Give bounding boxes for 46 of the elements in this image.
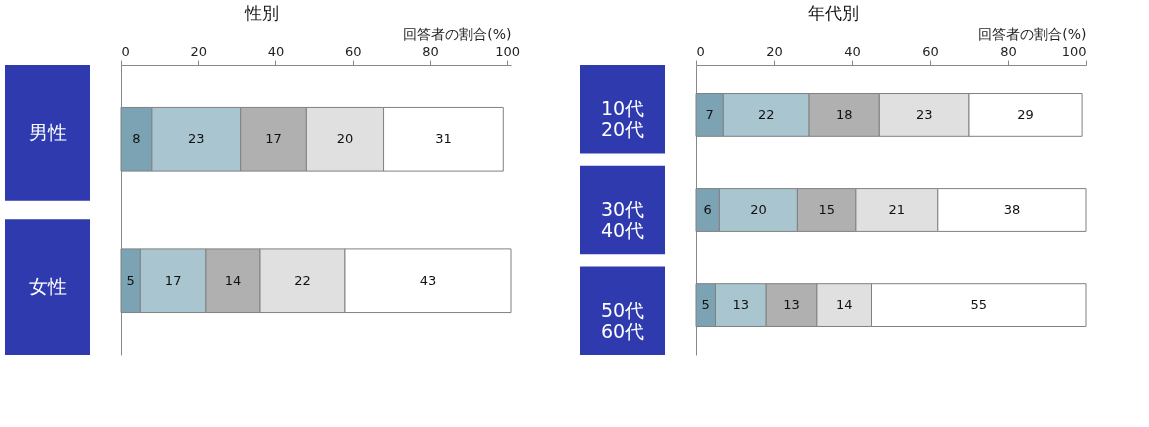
data-label: 13 [732,297,750,313]
data-label: 14 [835,297,853,313]
y-tick-label: 女性 [28,275,67,298]
x-tick-label: 0 [696,43,705,59]
data-label: 14 [224,272,242,288]
data-label: 6 [703,202,712,217]
data-label: 31 [435,131,452,147]
x-tick-label: 0 [121,43,130,59]
data-label: 15 [818,202,835,217]
y-tick-label: 10代 20代 [600,97,645,141]
x-tick-label: 100 [495,43,521,59]
data-label: 55 [970,297,988,313]
data-label: 43 [419,272,437,288]
data-label: 23 [188,131,205,147]
data-label: 8 [132,131,141,147]
data-label: 38 [1003,202,1021,217]
x-tick-label: 20 [190,43,207,59]
y-tick-label: 男性 [28,120,67,143]
chart-title: 性別 [244,3,280,23]
data-label: 20 [750,202,767,217]
y-tick-label: 50代 60代 [600,298,645,342]
chart-title: 年代別 [807,3,859,23]
x-tick-label: 80 [1000,43,1017,59]
data-label: 17 [164,272,182,288]
data-label: 18 [835,106,853,122]
data-label: 21 [888,202,906,217]
x-tick-label: 80 [422,43,439,59]
data-label: 29 [1017,106,1034,122]
x-tick-label: 40 [267,43,285,59]
x-tick-label: 40 [844,43,861,59]
x-axis-title: 回答者の割合(%) [403,25,512,42]
x-tick-label: 60 [344,43,362,59]
x-tick-label: 100 [1061,43,1087,59]
x-tick-label: 60 [922,43,939,59]
data-label: 23 [915,106,933,122]
data-label: 7 [705,106,714,122]
y-tick-label: 30代 40代 [600,198,645,241]
data-label: 5 [701,297,710,313]
data-label: 22 [757,106,775,122]
data-label: 22 [294,272,311,288]
x-tick-label: 20 [766,43,783,59]
data-label: 20 [336,131,354,147]
x-axis-title: 回答者の割合(%) [978,25,1087,42]
data-label: 13 [783,297,800,313]
data-label: 5 [126,272,135,288]
data-label: 17 [265,131,282,147]
